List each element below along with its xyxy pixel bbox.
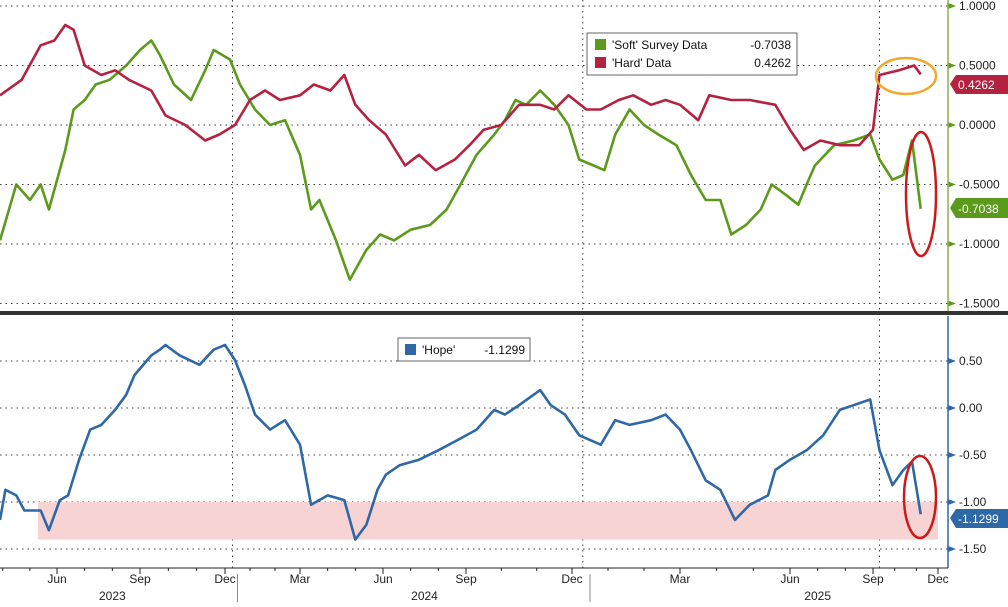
bottom-legend: 'Hope' -1.1299 <box>398 338 530 361</box>
ytick-label-top: 1.0000 <box>959 0 996 13</box>
annotation-ellipse-soft <box>906 132 936 256</box>
xtick-label: Dec <box>561 572 582 586</box>
xtick-label: Jun <box>47 572 66 586</box>
ytick-marker-top <box>948 3 956 9</box>
tag-soft: -0.7038 <box>950 198 1008 218</box>
ytick-marker-top <box>948 122 956 128</box>
xtick-label: Sep <box>129 572 151 586</box>
legend-swatch-hard <box>595 57 606 68</box>
ytick-label-top: 0.0000 <box>959 118 996 132</box>
legend-value-hope: -1.1299 <box>484 343 525 357</box>
legend-label-hard: 'Hard' Data <box>612 56 672 70</box>
ytick-label-bottom: -1.00 <box>959 495 987 509</box>
xtick-label: Dec <box>214 572 235 586</box>
ytick-marker-top <box>948 301 956 307</box>
ytick-label-top: 0.5000 <box>959 59 996 73</box>
xtick-label: Mar <box>290 572 311 586</box>
tag-hard-value: 0.4262 <box>958 78 995 92</box>
ytick-marker-bottom <box>948 452 956 458</box>
ytick-marker-bottom <box>948 405 956 411</box>
shaded-band-rect <box>38 502 938 540</box>
ytick-marker-bottom <box>948 499 956 505</box>
xtick-label: Sep <box>862 572 884 586</box>
ytick-marker-top <box>948 63 956 69</box>
legend-label-soft: 'Soft' Survey Data <box>612 38 708 52</box>
xtick-label: Sep <box>455 572 477 586</box>
panel-divider <box>0 311 1008 315</box>
legend-value-soft: -0.7038 <box>750 38 791 52</box>
xtick-label: Jun <box>780 572 799 586</box>
top-legend: 'Soft' Survey Data -0.7038 'Hard' Data 0… <box>587 33 797 75</box>
tag-soft-value: -0.7038 <box>958 202 999 216</box>
ytick-label-top: -1.5000 <box>959 297 1000 311</box>
legend-label-hope: 'Hope' <box>422 343 455 357</box>
series-lines <box>0 25 921 540</box>
year-label: 2023 <box>99 589 126 602</box>
ytick-label-bottom: -1.50 <box>959 542 987 556</box>
xtick-label: Mar <box>670 572 691 586</box>
ytick-marker-top <box>948 182 956 188</box>
xtick-label: Jun <box>373 572 392 586</box>
tag-hard: 0.4262 <box>950 75 1008 94</box>
ytick-label-bottom: -0.50 <box>959 448 987 462</box>
ytick-label-top: -0.5000 <box>959 178 1000 192</box>
legend-value-hard: 0.4262 <box>754 56 791 70</box>
ytick-marker-bottom <box>948 358 956 364</box>
hope-shaded-band <box>38 502 938 540</box>
ytick-label-top: -1.0000 <box>959 237 1000 251</box>
xtick-label: Dec <box>927 572 948 586</box>
tag-hope: -1.1299 <box>950 509 1008 528</box>
ytick-marker-bottom <box>948 546 956 552</box>
year-label: 2025 <box>804 589 831 602</box>
ytick-marker-top <box>948 241 956 247</box>
legend-swatch-hope <box>405 344 416 355</box>
ytick-label-bottom: 0.50 <box>959 354 983 368</box>
ytick-label-bottom: 0.00 <box>959 401 983 415</box>
legend-swatch-soft <box>595 39 606 50</box>
annotation-ellipse-hard <box>876 58 936 94</box>
year-label: 2024 <box>411 589 438 602</box>
tag-hope-value: -1.1299 <box>958 512 999 526</box>
